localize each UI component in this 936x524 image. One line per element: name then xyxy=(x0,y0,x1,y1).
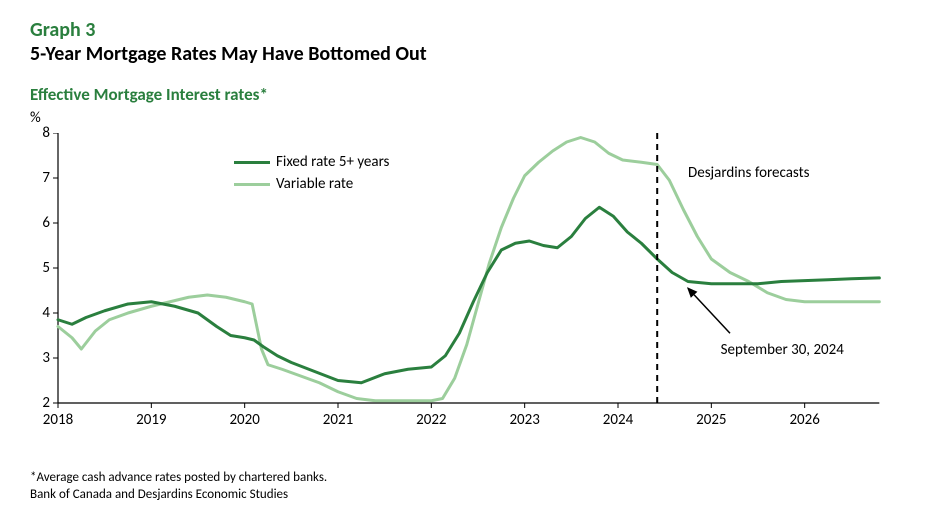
x-tick-label: 2021 xyxy=(323,411,353,429)
x-tick-label: 2024 xyxy=(603,411,633,429)
y-tick-label: 8 xyxy=(34,124,50,142)
x-tick-label: 2023 xyxy=(509,411,539,429)
legend-item: Variable rate xyxy=(234,175,389,193)
x-tick-label: 2018 xyxy=(43,411,73,429)
x-tick-label: 2025 xyxy=(696,411,726,429)
legend-label: Fixed rate 5+ years xyxy=(276,153,389,171)
y-tick-label: 4 xyxy=(34,304,50,322)
x-tick-label: 2022 xyxy=(416,411,446,429)
chart-title: 5-Year Mortgage Rates May Have Bottomed … xyxy=(30,42,906,66)
chart-subtitle: Effective Mortgage Interest rates* xyxy=(30,84,906,105)
footnote-line: Bank of Canada and Desjardins Economic S… xyxy=(30,487,327,504)
x-tick-label: 2019 xyxy=(136,411,166,429)
legend-swatch xyxy=(234,161,270,164)
legend: Fixed rate 5+ years Variable rate xyxy=(234,153,389,197)
footnotes: *Average cash advance rates posted by ch… xyxy=(30,470,327,504)
legend-swatch xyxy=(234,183,270,186)
y-tick-label: 6 xyxy=(34,214,50,232)
x-tick-label: 2026 xyxy=(789,411,819,429)
annotation-label: September 30, 2024 xyxy=(721,341,844,359)
y-tick-label: 2 xyxy=(34,394,50,412)
legend-item: Fixed rate 5+ years xyxy=(234,153,389,171)
plot-area: 2345678201820192020202120222023202420252… xyxy=(34,133,908,433)
page-root: Graph 3 5-Year Mortgage Rates May Have B… xyxy=(0,0,936,524)
forecast-label: Desjardins forecasts xyxy=(688,164,809,182)
graph-number: Graph 3 xyxy=(30,18,906,42)
footnote-line: *Average cash advance rates posted by ch… xyxy=(30,470,327,487)
y-tick-label: 5 xyxy=(34,259,50,277)
y-axis-unit: % xyxy=(30,109,906,127)
y-tick-label: 7 xyxy=(34,169,50,187)
x-tick-label: 2020 xyxy=(229,411,259,429)
legend-label: Variable rate xyxy=(276,175,353,193)
y-tick-label: 3 xyxy=(34,349,50,367)
